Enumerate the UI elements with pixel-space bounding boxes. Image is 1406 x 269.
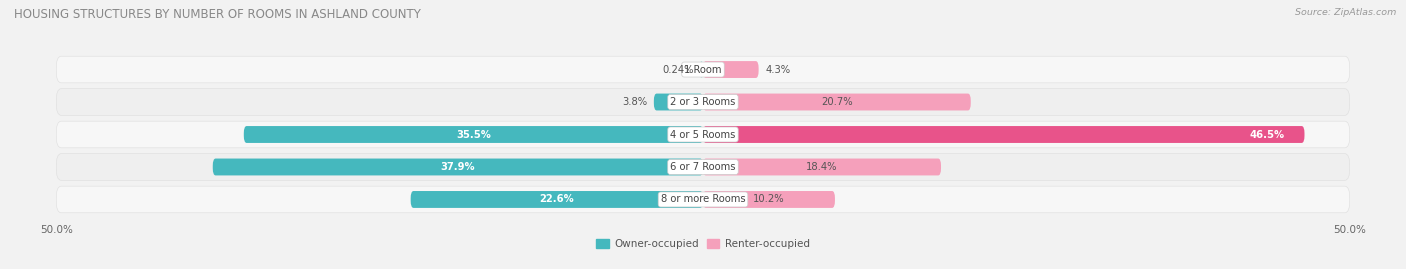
FancyBboxPatch shape <box>56 186 1350 213</box>
Text: HOUSING STRUCTURES BY NUMBER OF ROOMS IN ASHLAND COUNTY: HOUSING STRUCTURES BY NUMBER OF ROOMS IN… <box>14 8 420 21</box>
FancyBboxPatch shape <box>703 61 759 78</box>
Text: 2 or 3 Rooms: 2 or 3 Rooms <box>671 97 735 107</box>
Legend: Owner-occupied, Renter-occupied: Owner-occupied, Renter-occupied <box>592 235 814 253</box>
FancyBboxPatch shape <box>411 191 703 208</box>
Text: 8 or more Rooms: 8 or more Rooms <box>661 194 745 204</box>
FancyBboxPatch shape <box>56 56 1350 83</box>
Text: 6 or 7 Rooms: 6 or 7 Rooms <box>671 162 735 172</box>
Text: 10.2%: 10.2% <box>754 194 785 204</box>
FancyBboxPatch shape <box>56 89 1350 115</box>
Text: 4 or 5 Rooms: 4 or 5 Rooms <box>671 129 735 140</box>
FancyBboxPatch shape <box>700 61 703 78</box>
FancyBboxPatch shape <box>56 154 1350 180</box>
FancyBboxPatch shape <box>703 158 941 175</box>
Text: 20.7%: 20.7% <box>821 97 852 107</box>
FancyBboxPatch shape <box>243 126 703 143</box>
FancyBboxPatch shape <box>703 126 1305 143</box>
Text: 1 Room: 1 Room <box>685 65 721 75</box>
FancyBboxPatch shape <box>703 94 970 111</box>
FancyBboxPatch shape <box>654 94 703 111</box>
Text: 35.5%: 35.5% <box>456 129 491 140</box>
Text: 4.3%: 4.3% <box>765 65 790 75</box>
Text: 0.24%: 0.24% <box>662 65 693 75</box>
Text: 18.4%: 18.4% <box>806 162 838 172</box>
Text: Source: ZipAtlas.com: Source: ZipAtlas.com <box>1295 8 1396 17</box>
Text: 22.6%: 22.6% <box>540 194 574 204</box>
FancyBboxPatch shape <box>703 191 835 208</box>
FancyBboxPatch shape <box>212 158 703 175</box>
Text: 37.9%: 37.9% <box>440 162 475 172</box>
Text: 46.5%: 46.5% <box>1250 129 1285 140</box>
FancyBboxPatch shape <box>56 121 1350 148</box>
Text: 3.8%: 3.8% <box>623 97 647 107</box>
